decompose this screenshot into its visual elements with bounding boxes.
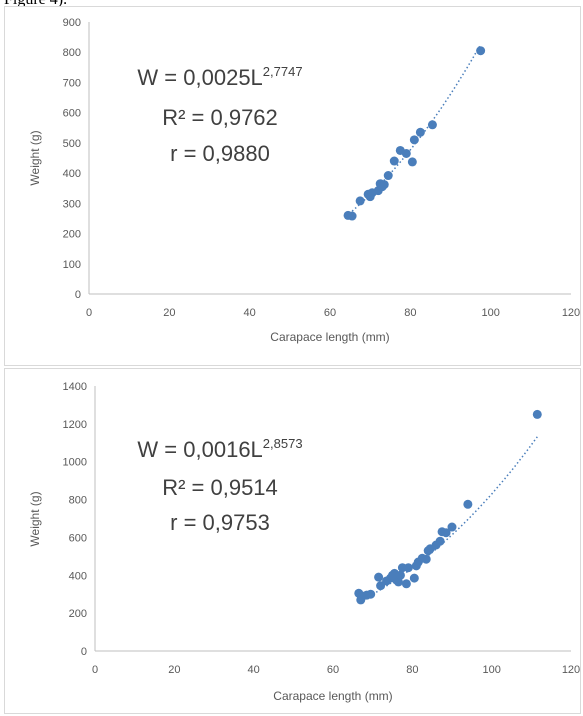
data-point xyxy=(476,46,486,56)
data-point xyxy=(395,570,405,580)
y-tick-label: 1000 xyxy=(63,457,87,469)
y-tick-label: 400 xyxy=(69,570,87,582)
data-point xyxy=(447,522,457,532)
equation-label: W = 0,0016L2,8573 xyxy=(137,436,302,462)
trendline xyxy=(345,44,482,217)
data-point xyxy=(441,528,451,538)
y-tick-label: 0 xyxy=(75,289,81,301)
data-point xyxy=(374,572,384,582)
data-point xyxy=(463,499,473,509)
y-tick-label: 700 xyxy=(63,77,81,89)
data-point xyxy=(389,156,399,166)
x-tick-label: 100 xyxy=(482,664,500,676)
figure-caption: Figure 4). xyxy=(4,0,67,9)
x-tick-label: 60 xyxy=(327,664,339,676)
y-axis-title: Weight (g) xyxy=(28,491,42,546)
data-point xyxy=(401,148,411,158)
y-tick-label: 500 xyxy=(63,138,81,150)
y-tick-label: 1400 xyxy=(63,381,87,393)
x-axis-title: Carapace length (mm) xyxy=(270,330,389,344)
y-tick-label: 800 xyxy=(63,47,81,59)
equation-label: W = 0,0025L2,7747 xyxy=(137,64,302,90)
data-point xyxy=(407,157,417,167)
trendline xyxy=(358,436,538,603)
x-tick-label: 20 xyxy=(168,664,180,676)
x-tick-label: 0 xyxy=(86,307,92,319)
correlation-label: r = 0,9880 xyxy=(170,141,270,166)
data-point xyxy=(355,196,365,206)
x-tick-label: 60 xyxy=(324,307,336,319)
y-tick-label: 1200 xyxy=(63,419,87,431)
data-point xyxy=(403,563,413,573)
x-tick-label: 120 xyxy=(562,664,580,676)
y-tick-label: 300 xyxy=(63,198,81,210)
chart-panel-bottom: 0 20 40 60 80 100 120 0 200 400 600 800 1000 1200 1400… xyxy=(4,368,581,714)
x-tick-label: 100 xyxy=(481,307,499,319)
data-point xyxy=(427,120,437,130)
y-tick-label: 600 xyxy=(63,108,81,120)
y-axis-title: Weight (g) xyxy=(28,130,42,185)
chart-panel-top: 0 20 40 60 80 100 120 0 100 200 300 400 500 600 700 800… xyxy=(4,6,581,366)
data-point xyxy=(347,211,357,221)
x-axis-title: Carapace length (mm) xyxy=(273,689,392,703)
y-tick-label: 200 xyxy=(69,608,87,620)
data-point xyxy=(532,409,542,419)
y-tick-label: 800 xyxy=(69,495,87,507)
x-tick-label: 40 xyxy=(248,664,260,676)
r-squared-label: R² = 0,9514 xyxy=(162,475,278,500)
y-tick-label: 200 xyxy=(63,229,81,241)
x-tick-label: 80 xyxy=(406,664,418,676)
y-tick-label: 0 xyxy=(81,646,87,658)
r-squared-label: R² = 0,9762 xyxy=(162,105,278,130)
x-tick-label: 80 xyxy=(404,307,416,319)
data-point xyxy=(409,135,419,145)
data-point xyxy=(421,554,431,564)
data-point xyxy=(377,182,387,192)
y-tick-label: 900 xyxy=(63,17,81,29)
x-tick-label: 40 xyxy=(244,307,256,319)
y-tick-label: 400 xyxy=(63,168,81,180)
data-point xyxy=(401,579,411,589)
data-point xyxy=(409,573,419,583)
data-point xyxy=(415,127,425,137)
scatter-chart-top: 0 20 40 60 80 100 120 0 100 200 300 400 500 600 700 800… xyxy=(28,17,580,344)
x-tick-label: 20 xyxy=(163,307,175,319)
scatter-chart-bottom: 0 20 40 60 80 100 1200200400600800100012001400… xyxy=(28,381,580,703)
data-point xyxy=(366,589,376,599)
x-tick-label: 0 xyxy=(92,664,98,676)
y-tick-label: 600 xyxy=(69,532,87,544)
y-tick-label: 100 xyxy=(63,259,81,271)
x-tick-label: 120 xyxy=(562,307,580,319)
data-point xyxy=(435,536,445,546)
correlation-label: r = 0,9753 xyxy=(170,510,270,535)
data-point xyxy=(383,171,393,181)
